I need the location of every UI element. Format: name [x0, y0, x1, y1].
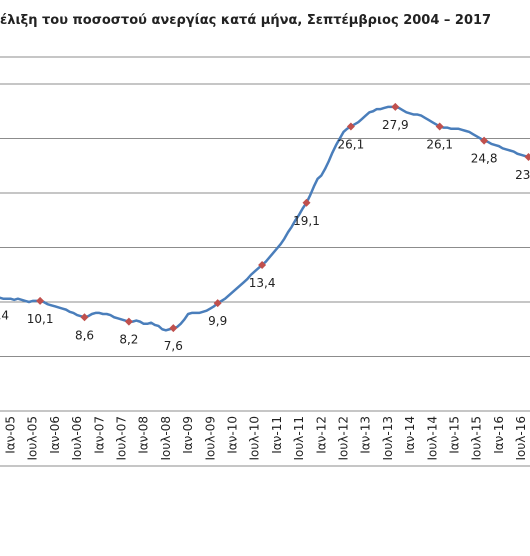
data-label: 10,4 [0, 309, 9, 323]
data-label: 13,4 [249, 276, 276, 290]
data-label: 27,9 [382, 118, 409, 132]
data-label: 10,1 [27, 312, 54, 326]
x-tick-label: Ιουλ-13 [381, 416, 395, 461]
data-marker [124, 317, 133, 326]
x-tick-label: Ιουλ-16 [514, 416, 528, 461]
data-label: 26,1 [338, 138, 365, 152]
data-label: 9,9 [208, 314, 227, 328]
x-tick-label: Ιαν-07 [92, 416, 106, 454]
data-label: 8,2 [119, 333, 138, 347]
data-marker [435, 122, 444, 131]
data-label: 23,3 [515, 168, 530, 182]
x-tick-label: Ιαν-05 [4, 416, 18, 454]
data-marker [80, 313, 89, 322]
data-label: 8,6 [75, 328, 94, 342]
data-label: 24,8 [471, 152, 498, 166]
x-tick-label: Ιουλ-07 [115, 416, 129, 461]
x-tick-label: Ιουλ-12 [337, 416, 351, 461]
data-label: 7,6 [164, 339, 183, 353]
data-label: 26,1 [426, 138, 453, 152]
data-marker [213, 299, 222, 308]
x-tick-label: Ιουλ-06 [70, 416, 84, 461]
chart-title: έλιξη του ποσοστού ανεργίας κατά μήνα, Σ… [0, 13, 491, 28]
x-tick-label: Ιαν-06 [48, 416, 62, 454]
data-marker [302, 198, 311, 207]
x-tick-label: Ιουλ-11 [292, 416, 306, 461]
x-tick-label: Ιαν-15 [448, 416, 462, 454]
x-tick-label: Ιουλ-10 [248, 416, 262, 461]
data-marker [258, 260, 267, 269]
x-tick-label: Ιουλ-09 [203, 416, 217, 461]
data-marker [524, 153, 530, 162]
data-marker [36, 296, 45, 305]
data-label: 19,1 [293, 214, 320, 228]
x-tick-label: Ιαν-09 [181, 416, 195, 454]
x-tick-label: Ιαν-14 [403, 416, 417, 454]
x-tick-label: Ιουλ-15 [470, 416, 484, 461]
data-marker [346, 122, 355, 131]
x-tick-label: Ιαν-11 [270, 416, 284, 454]
data-marker [169, 324, 178, 333]
x-tick-label: Ιαν-12 [314, 416, 328, 454]
x-tick-label: Ιαν-16 [492, 416, 506, 454]
x-tick-label: Ιουλ-14 [425, 416, 439, 461]
x-tick-label: Ιαν-13 [359, 416, 373, 454]
x-tick-label: Ιαν-10 [226, 416, 240, 454]
data-marker [391, 102, 400, 111]
data-marker [480, 136, 489, 145]
x-tick-label: Ιουλ-05 [26, 416, 40, 461]
x-tick-label: Ιουλ-08 [159, 416, 173, 461]
x-tick-label: Ιαν-08 [137, 416, 151, 454]
